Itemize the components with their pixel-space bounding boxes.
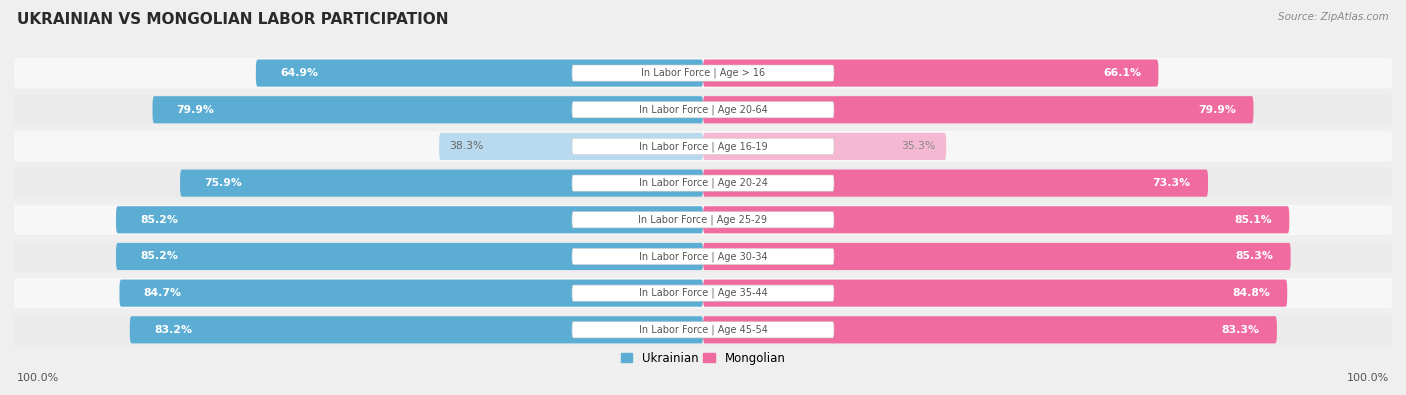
Text: In Labor Force | Age 25-29: In Labor Force | Age 25-29 — [638, 214, 768, 225]
Text: 85.2%: 85.2% — [141, 252, 179, 261]
Text: 85.3%: 85.3% — [1236, 252, 1274, 261]
FancyBboxPatch shape — [703, 169, 1208, 197]
Text: 84.7%: 84.7% — [143, 288, 181, 298]
Legend: Ukrainian, Mongolian: Ukrainian, Mongolian — [620, 352, 786, 365]
FancyBboxPatch shape — [129, 316, 703, 343]
FancyBboxPatch shape — [703, 206, 1289, 233]
FancyBboxPatch shape — [572, 102, 834, 118]
FancyBboxPatch shape — [572, 212, 834, 228]
Text: In Labor Force | Age > 16: In Labor Force | Age > 16 — [641, 68, 765, 78]
FancyBboxPatch shape — [14, 241, 1392, 272]
FancyBboxPatch shape — [14, 131, 1392, 162]
FancyBboxPatch shape — [572, 65, 834, 81]
Text: 83.2%: 83.2% — [153, 325, 191, 335]
Text: 64.9%: 64.9% — [280, 68, 318, 78]
FancyBboxPatch shape — [14, 314, 1392, 345]
FancyBboxPatch shape — [117, 243, 703, 270]
FancyBboxPatch shape — [14, 58, 1392, 88]
Text: In Labor Force | Age 16-19: In Labor Force | Age 16-19 — [638, 141, 768, 152]
FancyBboxPatch shape — [703, 96, 1254, 123]
Text: In Labor Force | Age 35-44: In Labor Force | Age 35-44 — [638, 288, 768, 298]
FancyBboxPatch shape — [703, 243, 1291, 270]
Text: 75.9%: 75.9% — [204, 178, 242, 188]
Text: 85.2%: 85.2% — [141, 215, 179, 225]
FancyBboxPatch shape — [572, 175, 834, 191]
Text: 100.0%: 100.0% — [17, 373, 59, 383]
FancyBboxPatch shape — [14, 168, 1392, 198]
Text: 83.3%: 83.3% — [1222, 325, 1260, 335]
FancyBboxPatch shape — [14, 278, 1392, 308]
Text: UKRAINIAN VS MONGOLIAN LABOR PARTICIPATION: UKRAINIAN VS MONGOLIAN LABOR PARTICIPATI… — [17, 12, 449, 27]
FancyBboxPatch shape — [572, 248, 834, 265]
FancyBboxPatch shape — [703, 280, 1288, 307]
FancyBboxPatch shape — [152, 96, 703, 123]
FancyBboxPatch shape — [703, 60, 1159, 87]
FancyBboxPatch shape — [703, 133, 946, 160]
Text: Source: ZipAtlas.com: Source: ZipAtlas.com — [1278, 12, 1389, 22]
Text: 84.8%: 84.8% — [1232, 288, 1270, 298]
Text: 35.3%: 35.3% — [901, 141, 936, 151]
FancyBboxPatch shape — [180, 169, 703, 197]
Text: In Labor Force | Age 20-64: In Labor Force | Age 20-64 — [638, 105, 768, 115]
Text: 38.3%: 38.3% — [450, 141, 484, 151]
Text: In Labor Force | Age 30-34: In Labor Force | Age 30-34 — [638, 251, 768, 262]
FancyBboxPatch shape — [14, 205, 1392, 235]
Text: 79.9%: 79.9% — [1198, 105, 1236, 115]
FancyBboxPatch shape — [117, 206, 703, 233]
Text: In Labor Force | Age 20-24: In Labor Force | Age 20-24 — [638, 178, 768, 188]
Text: 100.0%: 100.0% — [1347, 373, 1389, 383]
FancyBboxPatch shape — [703, 316, 1277, 343]
Text: 79.9%: 79.9% — [177, 105, 215, 115]
Text: In Labor Force | Age 45-54: In Labor Force | Age 45-54 — [638, 325, 768, 335]
FancyBboxPatch shape — [439, 133, 703, 160]
Text: 73.3%: 73.3% — [1153, 178, 1191, 188]
FancyBboxPatch shape — [572, 138, 834, 154]
FancyBboxPatch shape — [120, 280, 703, 307]
FancyBboxPatch shape — [572, 322, 834, 338]
FancyBboxPatch shape — [14, 94, 1392, 125]
FancyBboxPatch shape — [572, 285, 834, 301]
FancyBboxPatch shape — [256, 60, 703, 87]
Text: 66.1%: 66.1% — [1104, 68, 1142, 78]
Text: 85.1%: 85.1% — [1234, 215, 1272, 225]
